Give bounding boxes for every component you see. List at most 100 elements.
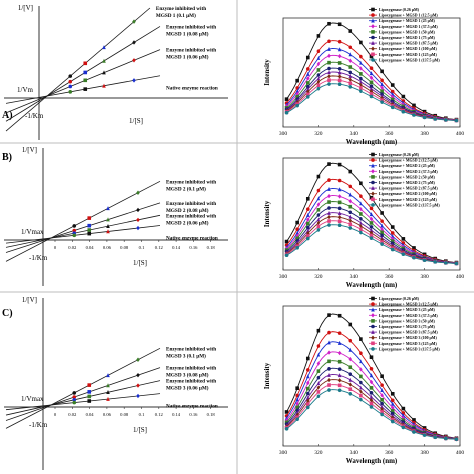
- spectrum-point: [401, 241, 406, 245]
- spectrum-point: [305, 374, 310, 379]
- spectrum-point: [305, 81, 310, 85]
- spectrum-point: [316, 228, 321, 232]
- spectrum-point: [305, 234, 310, 238]
- x-tick-label: 0.14: [172, 412, 181, 417]
- spectrum-point: [422, 115, 427, 120]
- spectrum-point: [380, 388, 384, 393]
- legend-entry: Lipoxygenase + MGSD 3 (25 µM): [379, 308, 435, 312]
- legend-entry: Lipoxygenase + MGSD 2 (37.5 µM): [379, 170, 438, 174]
- spectrum-point: [348, 226, 353, 230]
- x-tick-label: 0.06: [103, 412, 112, 417]
- spectrum-point: [390, 392, 395, 396]
- spectrum-point: [359, 79, 363, 84]
- spectrum-point: [390, 83, 395, 87]
- spectrum-point: [305, 236, 310, 241]
- spectrum-point: [369, 80, 374, 85]
- spectrum-point: [369, 236, 374, 240]
- spectrum-point: [295, 95, 299, 99]
- spectrum-point: [316, 220, 321, 226]
- x-tick-label: 0: [54, 245, 57, 250]
- spectrum-point: [359, 367, 363, 372]
- legend-entry: Lipoxygenase + MGSD 1 (87.5 µM): [379, 42, 438, 46]
- spectrum-point: [327, 340, 331, 345]
- data-point: [136, 393, 140, 399]
- spectrum-point: [327, 46, 331, 51]
- spectrum-point: [369, 228, 374, 233]
- spectrum-point: [380, 89, 384, 93]
- series-label: MGSD 1 (0.08 µM): [166, 30, 209, 37]
- x-tick-label: 380: [420, 131, 429, 137]
- data-point: [136, 225, 140, 231]
- data-point: [72, 228, 77, 233]
- spectrum-point: [348, 365, 353, 370]
- spectrum-point: [369, 206, 374, 211]
- series-label: MGSD 1 (0.06 µM): [166, 54, 209, 61]
- x-tick-label: 0.18: [207, 412, 216, 417]
- spectrum-point: [316, 79, 321, 85]
- spectrum-point: [359, 223, 363, 229]
- fit-line: [5, 393, 161, 411]
- spectrum-point: [348, 85, 353, 89]
- spectrum-point: [305, 71, 310, 76]
- legend-entry: Lipoxygenase + MGSD 1 (12.5 µM): [379, 14, 438, 18]
- spectrum-point: [305, 356, 310, 361]
- spectrum-point: [380, 240, 384, 244]
- legend-entry: Lipoxygenase + MGSD 1 (100 µM): [379, 47, 437, 51]
- series-label: Enzyme inhibited with: [156, 6, 206, 12]
- spectrum-point: [295, 78, 299, 83]
- spectrum-point: [369, 86, 374, 91]
- spectrum-point: [369, 386, 374, 390]
- fit-line: [5, 180, 161, 262]
- legend-swatch-marker: [371, 18, 375, 23]
- spectrum-point: [348, 198, 353, 204]
- spectrum-point: [348, 77, 353, 82]
- spectrum-point: [359, 227, 363, 232]
- spectrum-point: [284, 253, 289, 258]
- data-point: [83, 61, 88, 66]
- spectrum-point: [412, 255, 416, 260]
- data-point: [106, 206, 110, 211]
- spectrum-point: [305, 76, 310, 81]
- spectrum-point: [348, 204, 353, 209]
- spectrum-point: [380, 69, 384, 74]
- spectrum-point: [337, 47, 342, 52]
- spectrum-point: [390, 417, 395, 422]
- series-label: Native enzyme reaction: [166, 86, 218, 92]
- legend-swatch-marker: [371, 152, 375, 157]
- spectrum-point: [337, 82, 342, 87]
- spectrum-point: [348, 184, 353, 189]
- data-point: [136, 383, 140, 388]
- series-label: MGSD 1 (0.1 µM): [156, 12, 196, 19]
- x-tick-label: 400: [456, 274, 465, 280]
- legend-swatch-marker: [371, 169, 375, 174]
- spectrum-point: [390, 97, 395, 102]
- spectrum-point: [380, 242, 384, 246]
- x-tick-label: 320: [314, 274, 323, 280]
- spectrum-point: [337, 206, 342, 211]
- y-axis-label: 1/[V]: [18, 4, 33, 12]
- panel-label: B): [2, 152, 12, 163]
- legend-swatch-marker: [371, 324, 375, 329]
- spectrum-point: [390, 239, 395, 243]
- data-point: [106, 373, 110, 378]
- data-point: [102, 70, 106, 75]
- spectrum-point: [337, 383, 342, 388]
- legend-entry: Lipoxygenase + MGSD 2 (87.5 µM): [379, 187, 438, 191]
- spectrum-point: [359, 89, 363, 93]
- spectrum-point: [295, 401, 299, 406]
- x-axis-label: 1/[S]: [129, 117, 143, 125]
- legend-entry: Lipoxygenase + MGSD 3 (100 µM): [379, 336, 437, 340]
- spectrum-point: [412, 246, 416, 250]
- spectrum-point: [295, 405, 299, 410]
- spectrum-point: [348, 81, 353, 86]
- spectrum-point: [359, 72, 363, 76]
- spectrum-point: [337, 162, 342, 167]
- spectrum-point: [369, 225, 374, 229]
- spectrum-point: [412, 113, 416, 117]
- data-point: [87, 399, 92, 403]
- spectrum-point: [380, 374, 384, 379]
- legend-entry: Lipoxygenase + MGSD 2 (100 µM): [379, 192, 437, 196]
- spectrum-point: [390, 92, 395, 97]
- spectrum-point: [337, 388, 342, 393]
- spectrum-point: [380, 398, 384, 402]
